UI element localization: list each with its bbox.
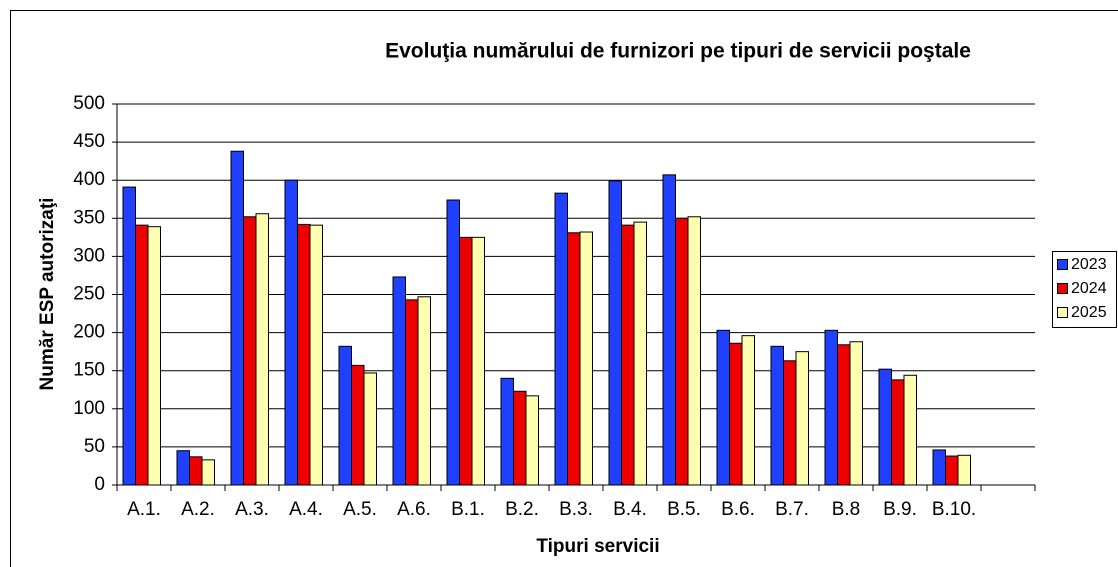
- x-tick-label: A.6.: [397, 499, 431, 520]
- x-tick-label: B.6.: [721, 499, 755, 520]
- legend-label: 2024: [1071, 280, 1107, 297]
- bar: [878, 368, 892, 486]
- legend-swatch: [1057, 307, 1068, 318]
- legend-label: 2025: [1071, 304, 1107, 321]
- x-tick-label: A.5.: [343, 499, 377, 520]
- bar: [417, 296, 431, 486]
- bar: [903, 374, 917, 486]
- bar: [824, 329, 838, 486]
- x-tick-label: B.1.: [451, 499, 485, 520]
- x-tick-label: A.3.: [235, 499, 269, 520]
- x-tick-label: B.8: [832, 499, 861, 520]
- legend-swatch: [1057, 259, 1068, 270]
- bar: [405, 299, 419, 486]
- bar: [363, 372, 377, 486]
- bar: [567, 232, 581, 486]
- bar: [849, 341, 863, 486]
- chart-title: Evoluţia numărului de furnizori pe tipur…: [385, 40, 971, 63]
- x-tick-label: B.5.: [667, 499, 701, 520]
- y-tick-label: 50: [84, 436, 105, 457]
- y-tick-label: 300: [73, 245, 105, 266]
- bar: [297, 223, 311, 486]
- bar: [525, 395, 539, 486]
- x-tick-label: A.2.: [181, 499, 215, 520]
- bar: [837, 344, 851, 486]
- bar: [770, 345, 784, 486]
- x-tick-label: A.1.: [127, 499, 161, 520]
- y-tick-label: 450: [73, 131, 105, 152]
- bar: [795, 351, 809, 486]
- y-tick-label: 0: [94, 474, 105, 495]
- bar: [783, 360, 797, 486]
- x-tick-label: B.2.: [505, 499, 539, 520]
- bar: [189, 456, 203, 486]
- bar: [201, 459, 215, 486]
- x-tick-label: B.3.: [559, 499, 593, 520]
- bar: [621, 224, 635, 486]
- y-axis-title: Număr ESP autorizaţi: [37, 198, 58, 391]
- bar: [243, 216, 257, 486]
- bar: [633, 221, 647, 486]
- y-tick-label: 350: [73, 207, 105, 228]
- bar: [662, 174, 676, 486]
- x-tick-label: B.4.: [613, 499, 647, 520]
- bar: [513, 390, 527, 486]
- bar: [554, 192, 568, 486]
- bar: [176, 450, 190, 486]
- bar: [338, 345, 352, 486]
- bar: [135, 224, 149, 486]
- y-tick-label: 100: [73, 398, 105, 419]
- x-tick-label: A.4.: [289, 499, 323, 520]
- bar: [741, 335, 755, 486]
- bar: [932, 449, 946, 486]
- x-tick-label: B.9.: [883, 499, 917, 520]
- bar: [957, 454, 971, 486]
- bar: [716, 329, 730, 486]
- x-axis-title: Tipuri servicii: [536, 536, 659, 557]
- y-tick-label: 200: [73, 322, 105, 343]
- bar: [945, 455, 959, 486]
- bar: [122, 186, 136, 486]
- y-tick-label: 150: [73, 360, 105, 381]
- bar: [579, 231, 593, 486]
- bar: [471, 236, 485, 486]
- bar: [351, 364, 365, 486]
- bar: [309, 224, 323, 486]
- bar: [284, 179, 298, 486]
- bar: [392, 276, 406, 486]
- bar: [687, 216, 701, 486]
- x-tick-label: B.7.: [775, 499, 809, 520]
- bar: [147, 226, 161, 486]
- bar: [255, 213, 269, 486]
- bar: [459, 236, 473, 486]
- bar: [891, 379, 905, 486]
- bar: [230, 150, 244, 486]
- bar: [729, 342, 743, 486]
- bar: [446, 199, 460, 486]
- y-tick-label: 500: [73, 93, 105, 114]
- x-tick-label: B.10.: [932, 499, 976, 520]
- legend-label: 2023: [1071, 256, 1107, 273]
- y-tick-label: 250: [73, 284, 105, 305]
- bar: [608, 180, 622, 486]
- bar: [675, 217, 689, 486]
- y-tick-label: 400: [73, 169, 105, 190]
- bar: [500, 377, 514, 486]
- legend-swatch: [1057, 283, 1068, 294]
